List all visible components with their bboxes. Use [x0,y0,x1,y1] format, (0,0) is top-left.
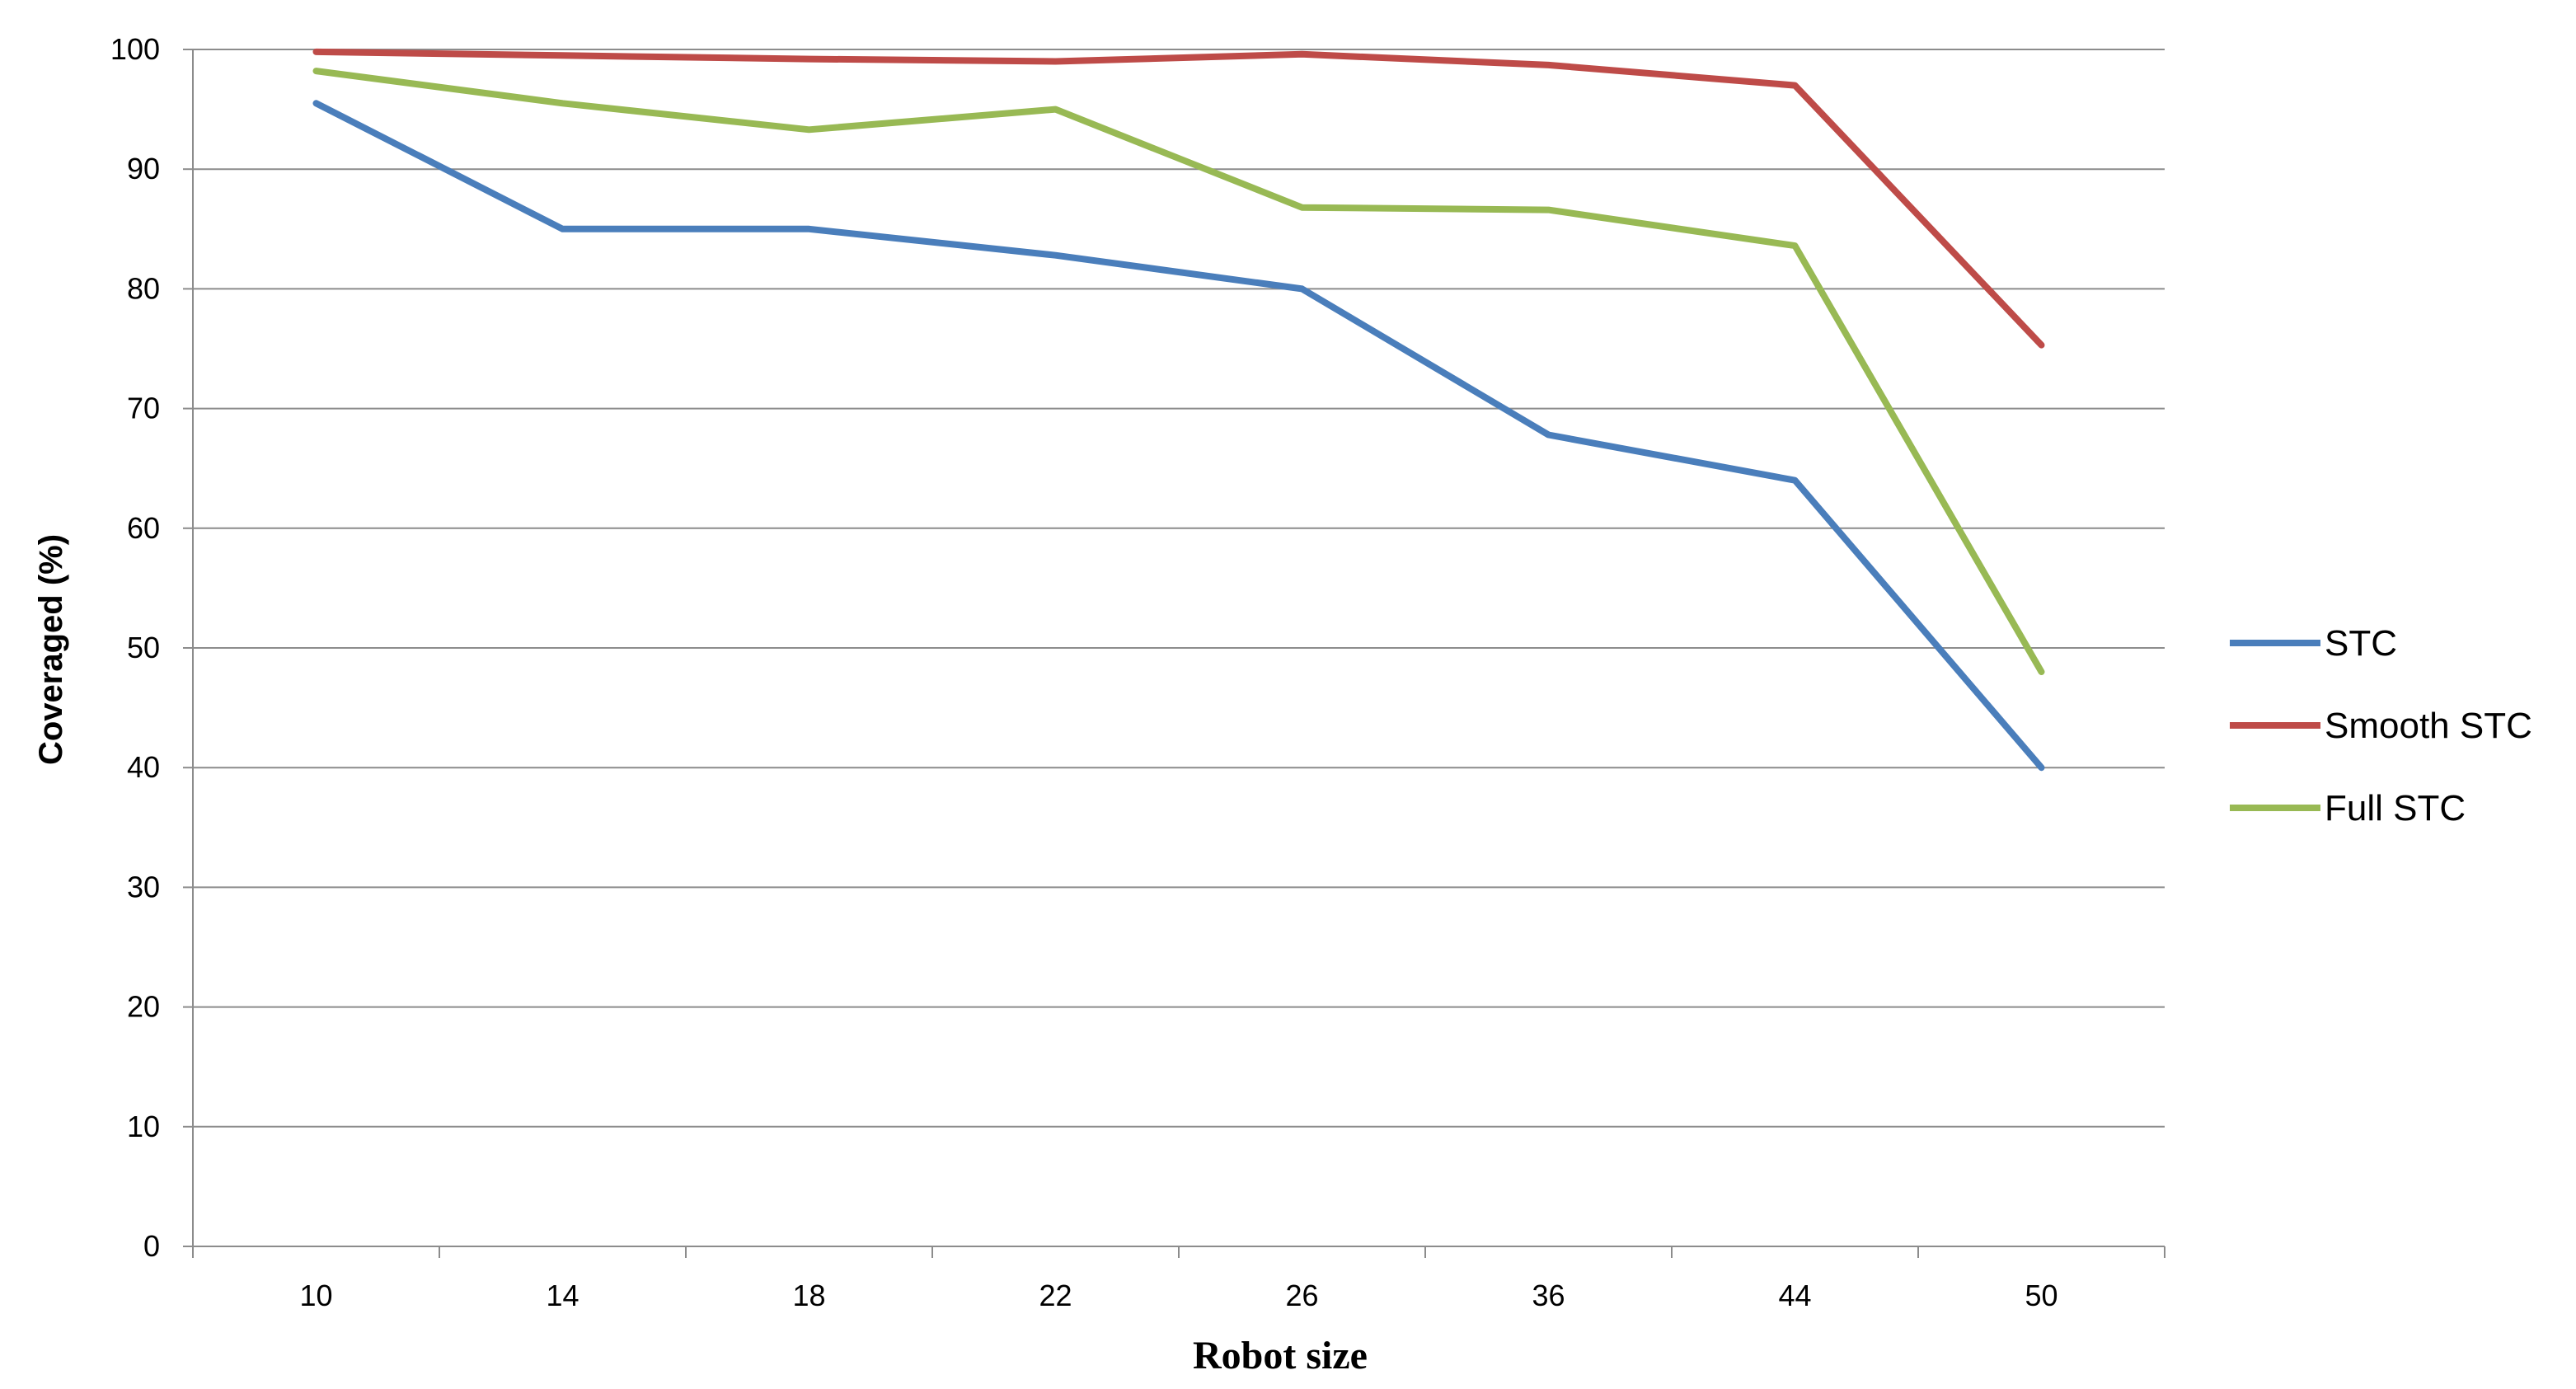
y-tick-label: 0 [143,1229,160,1263]
y-tick-label: 90 [127,152,160,185]
y-tick-label: 80 [127,271,160,305]
x-tick-label: 22 [1039,1279,1072,1312]
series-line-stc [312,100,2045,772]
y-tick-label: 30 [127,870,160,903]
series-line-smooth-stc [312,48,2045,349]
gridlines [193,49,2165,1128]
y-tick-label: 100 [110,32,160,66]
series-lines [312,48,2045,772]
y-axis-title: Coveraged (%) [33,534,69,765]
series-line-full-stc [312,68,2045,675]
y-tick-label: 50 [127,631,160,664]
x-tick-label: 10 [299,1279,332,1312]
legend: STC Smooth STC Full STC [2230,623,2532,828]
x-tick-label: 18 [792,1279,825,1312]
y-tick-labels: 0 10 20 30 40 50 60 70 80 90 100 [110,32,160,1263]
y-tick-label: 60 [127,511,160,545]
x-tick-label: 26 [1285,1279,1318,1312]
y-tick-label: 20 [127,990,160,1024]
x-tick-label: 36 [1532,1279,1565,1312]
x-tick-labels: 10 14 18 22 26 36 44 50 [299,1279,2058,1312]
y-tick-label: 10 [127,1110,160,1143]
legend-label: Smooth STC [2325,706,2532,746]
x-tick-label: 14 [546,1279,579,1312]
legend-label: Full STC [2325,788,2466,828]
y-tick-label: 70 [127,392,160,425]
x-tick-label: 50 [2025,1279,2058,1312]
axes [183,49,2165,1258]
x-tick-label: 44 [1778,1279,1811,1312]
y-tick-label: 40 [127,750,160,784]
x-axis-title: Robot size [1193,1334,1368,1377]
legend-label: STC [2325,623,2397,664]
